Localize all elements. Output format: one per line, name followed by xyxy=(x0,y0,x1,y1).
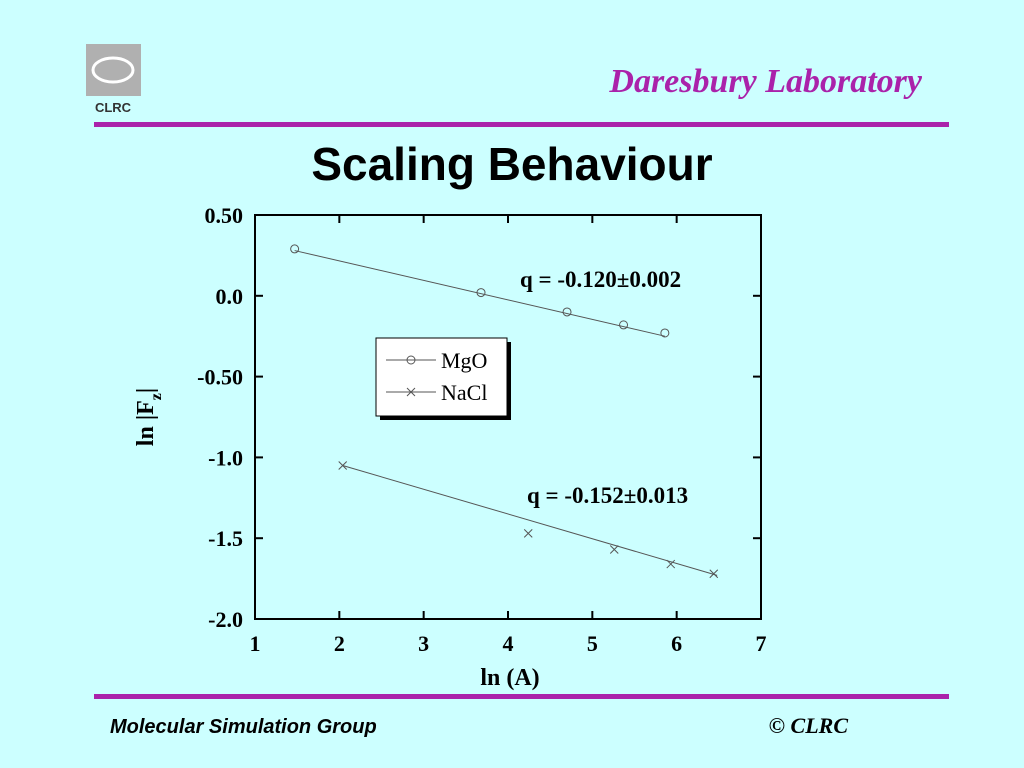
data-point xyxy=(523,528,533,538)
y-label-main: ln |F xyxy=(133,400,159,446)
x-tick-label: 2 xyxy=(334,631,345,656)
data-point xyxy=(619,320,629,330)
x-tick-label: 7 xyxy=(756,631,767,656)
data-point xyxy=(290,244,300,254)
y-tick-label: -2.0 xyxy=(208,607,243,632)
legend-marker xyxy=(406,387,416,397)
annotation: q = -0.120±0.002 xyxy=(520,267,681,292)
annotation: q = -0.152±0.013 xyxy=(527,483,688,508)
x-tick-label: 1 xyxy=(250,631,261,656)
data-point xyxy=(709,569,719,579)
fit-line xyxy=(294,250,665,337)
x-axis-label: ln (A) xyxy=(480,665,539,691)
x-tick-label: 5 xyxy=(587,631,598,656)
data-point xyxy=(666,559,676,569)
data-point xyxy=(338,461,348,470)
y-label-suffix: | xyxy=(133,388,159,393)
chart-title: Scaling Behaviour xyxy=(311,138,712,190)
y-axis-label: ln |Fz| xyxy=(133,388,165,446)
y-label-sub: z xyxy=(148,393,165,400)
legend-marker xyxy=(406,355,416,365)
legend-label: MgO xyxy=(441,348,487,373)
x-tick-label: 3 xyxy=(418,631,429,656)
y-tick-label: 0.0 xyxy=(216,284,244,309)
fit-line xyxy=(342,465,718,576)
y-tick-label: -1.0 xyxy=(208,445,243,470)
x-tick-label: 6 xyxy=(671,631,682,656)
y-tick-label: 0.50 xyxy=(205,203,244,228)
legend-label: NaCl xyxy=(441,380,487,405)
logo-swirl xyxy=(91,56,135,84)
logo-text: CLRC xyxy=(95,100,132,115)
footer-rule xyxy=(94,694,949,699)
data-point xyxy=(562,307,572,317)
lab-name: Daresbury Laboratory xyxy=(608,63,923,100)
data-point xyxy=(476,288,486,298)
legend-box xyxy=(375,337,508,417)
footer-left: Molecular Simulation Group xyxy=(110,716,377,738)
data-point xyxy=(609,545,619,554)
y-tick-label: -1.5 xyxy=(208,526,243,551)
footer-right: © CLRC xyxy=(769,713,849,738)
data-point xyxy=(660,328,670,338)
y-tick-label: -0.50 xyxy=(197,365,243,390)
header-rule xyxy=(94,122,949,127)
x-tick-label: 4 xyxy=(503,631,514,656)
